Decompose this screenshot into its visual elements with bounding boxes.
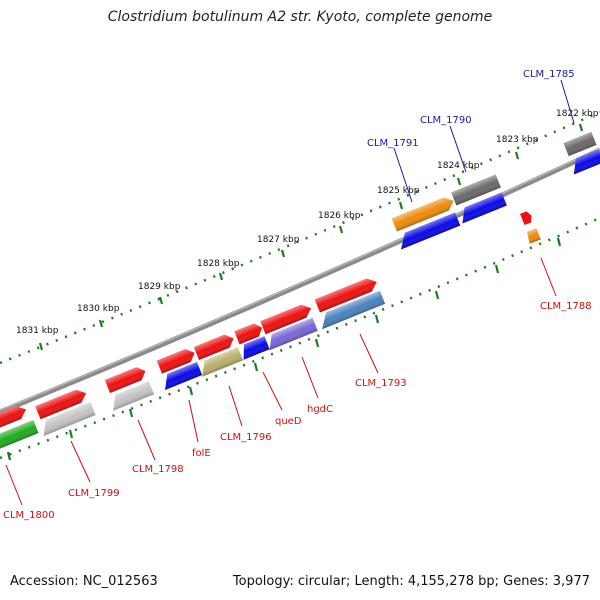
gene-label-fole: folE (192, 448, 211, 459)
kbp-label: 1827 kbp (257, 235, 300, 245)
gene-feature-clm-1790[interactable] (451, 174, 501, 206)
gene-feature-qued[interactable] (238, 336, 270, 360)
gene-feature-hgdc[interactable] (264, 317, 318, 351)
genome-summary-text: Topology: circular; Length: 4,155,278 bp… (232, 574, 590, 589)
gene-feature[interactable] (457, 192, 507, 224)
gene-label-clm-1796: CLM_1796 (220, 432, 272, 443)
gene-feature-clm-1796[interactable] (197, 347, 244, 377)
gene-feature[interactable] (156, 346, 197, 374)
gene-feature-clm-1799[interactable] (38, 402, 96, 436)
gene-feature[interactable] (569, 149, 600, 175)
gene-label-clm-1785: CLM_1785 (523, 69, 575, 80)
genome-backbone (0, 147, 600, 415)
gene-feature[interactable] (234, 321, 264, 345)
reverse-strand-genes (0, 149, 600, 455)
kbp-label: 1822 kbp (556, 109, 599, 119)
gene-label-clm-1793: CLM_1793 (355, 378, 407, 389)
gene-feature[interactable] (35, 387, 88, 420)
accession-text: Accession: NC_012563 (10, 574, 158, 589)
gene-feature[interactable] (104, 365, 148, 393)
gene-feature[interactable] (520, 210, 534, 226)
gene-label-clm-1799: CLM_1799 (68, 488, 120, 499)
gene-label-clm-1800: CLM_1800 (3, 510, 55, 521)
kbp-label: 1824 kbp (437, 161, 480, 171)
kbp-label: 1825 kbp (377, 186, 420, 196)
kbp-label: 1828 kbp (197, 259, 240, 269)
label-leaders (5, 79, 575, 506)
gene-feature[interactable] (396, 212, 461, 250)
kbp-label: 1826 kbp (318, 211, 361, 221)
gene-feature-clm-1791[interactable] (391, 195, 457, 232)
gene-feature-clm-1798[interactable] (108, 381, 155, 411)
gene-feature-clm-1793[interactable] (317, 290, 386, 330)
gene-label-clm-1798: CLM_1798 (132, 464, 184, 475)
inner-major-ticks (6, 237, 562, 461)
forward-strand-genes (0, 131, 597, 431)
gene-label-qued: queD (275, 416, 302, 427)
outer-scale-ring (0, 110, 600, 365)
gene-feature[interactable] (314, 276, 380, 313)
gene-feature-clm-1800[interactable] (0, 420, 39, 455)
kbp-label: 1829 kbp (138, 282, 181, 292)
gene-feature-clm-1785[interactable] (563, 131, 597, 157)
outer-major-ticks (38, 123, 584, 351)
map-title: Clostridium botulinum A2 str. Kyoto, com… (107, 9, 493, 25)
gene-feature-fole[interactable] (160, 362, 203, 390)
kbp-label: 1823 kbp (496, 135, 539, 145)
gene-feature[interactable] (193, 332, 236, 360)
kbp-label: 1830 kbp (77, 304, 120, 314)
gene-feature-clm-1788[interactable] (525, 228, 541, 244)
gene-feature[interactable] (0, 403, 29, 431)
gene-label-clm-1788: CLM_1788 (540, 301, 592, 312)
gene-label-hgdc: hgdC (307, 404, 333, 415)
gene-feature[interactable] (260, 302, 313, 335)
kbp-label: 1831 kbp (16, 326, 59, 336)
gene-label-clm-1791: CLM_1791 (367, 138, 419, 149)
gene-label-clm-1790: CLM_1790 (420, 115, 472, 126)
